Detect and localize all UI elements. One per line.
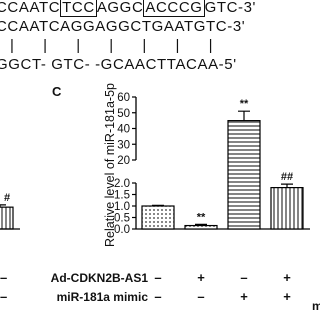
condition-label: Ad-CDKN2B-AS1 — [51, 271, 149, 285]
condition-sign: – — [0, 270, 7, 285]
condition-sign: + — [283, 270, 291, 285]
y-tick-label: 0.0 — [114, 224, 130, 236]
sequence-segment: TCC — [60, 0, 97, 17]
sequence-pairs: | | | | | | | — [10, 37, 214, 54]
sequence-line: GGCT- GTC- -GCAACTTACAA-5' — [0, 56, 237, 73]
bar — [141, 205, 175, 230]
sequence-segment: ACCCG — [143, 0, 205, 17]
y-tick-label: 2.0 — [114, 178, 130, 190]
significance-label: ** — [197, 211, 206, 223]
y-axis-label: Relative level of miR-181a-5p — [103, 83, 117, 247]
error-bar — [195, 223, 207, 226]
condition-sign: + — [240, 289, 248, 304]
significance-label: # — [4, 192, 10, 204]
condition-sign: – — [154, 270, 161, 285]
y-tick-label: 30 — [117, 139, 130, 151]
condition-sign: – — [0, 289, 7, 304]
y-tick-label: 60 — [117, 92, 130, 104]
y-tick-label: 40 — [117, 124, 130, 136]
panel-label: C — [52, 84, 62, 99]
condition-sign: + — [283, 289, 291, 304]
y-tick-label: 1.5 — [114, 190, 130, 202]
sequence-segment: GTC-3' — [204, 0, 257, 16]
sequence-segment: AGGC — [96, 0, 144, 16]
error-bar — [238, 110, 250, 121]
error-bar — [0, 204, 6, 208]
bar — [0, 206, 14, 230]
sequence-line: CCAATC TCC AGGC ACCCG GTC-3' — [0, 0, 257, 17]
significance-label: ## — [281, 171, 293, 183]
y-tick-label: 20 — [117, 155, 130, 167]
sequence-line: CCAATCAGGAGGCTGAATGTC-3' — [0, 18, 246, 35]
y-tick-label: 1.0 — [114, 201, 130, 213]
bar — [184, 224, 218, 230]
condition-sign: – — [197, 289, 204, 304]
bar — [270, 187, 304, 230]
condition-sign: – — [240, 270, 247, 285]
significance-label: ** — [240, 98, 249, 110]
condition-sign: + — [197, 270, 205, 285]
condition-label: miR-181a mimic — [57, 290, 149, 304]
error-bar — [281, 183, 293, 188]
bar — [227, 120, 261, 230]
y-tick-label: 50 — [117, 108, 130, 120]
error-bar — [152, 204, 164, 206]
cut-text: m — [312, 299, 320, 313]
sequence-segment: CCAATC — [0, 0, 61, 16]
condition-sign: – — [154, 289, 161, 304]
y-tick-label: 0.5 — [114, 213, 130, 225]
